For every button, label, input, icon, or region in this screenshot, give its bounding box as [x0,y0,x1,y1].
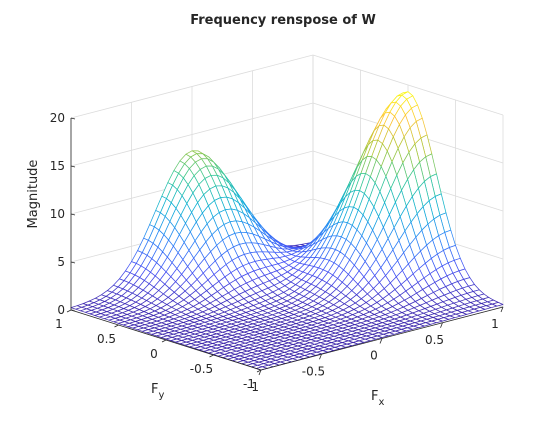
y-tick-label: 0 [150,347,158,361]
z-tick-label: 20 [50,111,65,125]
z-tick-mark [70,309,76,312]
x-axis-label-subscript: x [378,397,384,408]
y-tick-mark [66,309,72,313]
x-tick-label: 0 [370,349,378,363]
z-tick-mark [70,165,76,168]
wall-y-gridline-horizontal [70,102,314,167]
z-axis-label: Magnitude [26,160,41,229]
x-axis-label-main: F [371,389,378,404]
x-tick-mark [379,338,383,344]
x-tick-mark [500,306,504,313]
x-tick-mark [319,354,322,360]
z-tick-mark [70,117,76,120]
y-axis-label-subscript: y [158,390,164,401]
y-tick-label: 0.5 [97,332,116,346]
y-tick-mark [161,339,167,343]
y-tick-label: -1 [243,377,255,391]
z-tick-mark [70,261,76,264]
y-tick-mark [114,324,119,328]
x-tick-mark [258,369,262,376]
x-tick-mark [440,322,443,328]
y-axis-label-main: F [151,382,158,397]
y-axis-label: Fy [151,382,164,401]
x-tick-label: 0.5 [425,333,444,347]
z-tick-label: 10 [50,207,65,221]
axes-front-edges [66,117,504,376]
z-tick-label: 5 [57,255,65,269]
chart-title: Frequency renspose of W [190,13,376,28]
z-tick-label: 0 [57,303,65,317]
y-tick-label: -0.5 [190,362,213,376]
wall-x-gridline-horizontal [312,54,504,116]
wall-y-gridline-horizontal [70,54,314,119]
y-tick-mark [209,354,214,358]
x-tick-label: 1 [491,317,499,331]
y-tick-mark [256,369,262,373]
z-tick-label: 15 [50,159,65,173]
y-tick-label: 1 [55,317,63,331]
x-axis-label: Fx [371,389,384,408]
surface-mesh [70,91,504,371]
z-tick-mark [70,213,76,216]
x-tick-label: -0.5 [302,364,325,378]
x-tick-label: -1 [247,380,259,394]
